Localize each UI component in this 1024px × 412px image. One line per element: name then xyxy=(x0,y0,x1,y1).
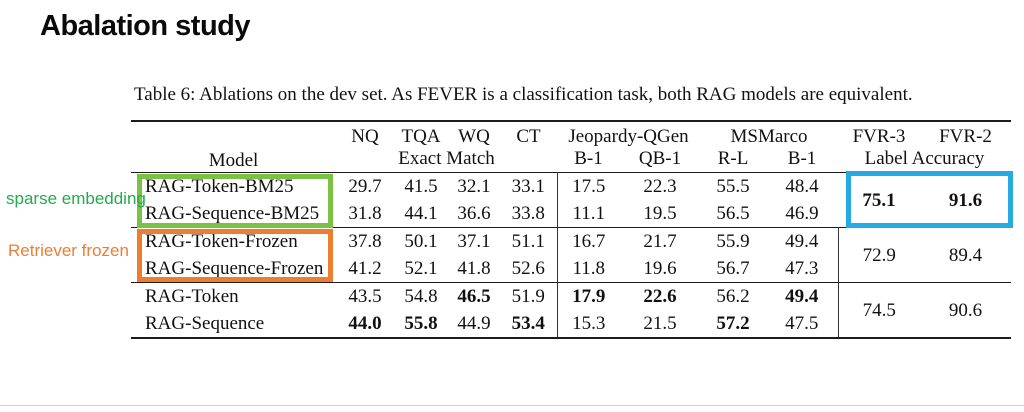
value-cell: 19.5 xyxy=(643,203,677,224)
value-cell: 21.7 xyxy=(643,231,677,252)
fever-scores-highlight-box xyxy=(846,171,1013,228)
col-subheader-exact-match: Exact Match xyxy=(398,148,495,169)
col-header-nq: NQ xyxy=(351,126,379,147)
value-cell: 47.5 xyxy=(785,313,819,334)
col-subheader-msmarco-rl: R-L xyxy=(717,148,749,169)
value-cell: 31.8 xyxy=(348,203,382,224)
value-cell: 11.8 xyxy=(556,255,620,283)
value-cell: 46.9 xyxy=(785,203,819,224)
table-row: RAG-Sequence 44.0 55.8 44.9 53.4 15.3 21.5 57.2… xyxy=(131,310,1011,338)
value-cell: 29.7 xyxy=(348,176,382,197)
table-header: Model NQ TQA WQ CT Jeopardy-QGen MSMarco… xyxy=(131,121,1012,173)
model-name-cell: RAG-Token-Frozen xyxy=(145,231,298,252)
col-subheader-label-accuracy: Label Accuracy xyxy=(864,148,985,169)
model-name-cell: RAG-Sequence-BM25 xyxy=(145,203,320,224)
table-row: RAG-Sequence-BM25 31.8 44.1 36.6 33.8 11.1 19.… xyxy=(131,200,1011,228)
value-cell: 44.9 xyxy=(457,313,491,334)
value-cell: 55.9 xyxy=(716,231,750,252)
value-cell: 47.3 xyxy=(785,258,819,279)
value-cell: 33.8 xyxy=(511,203,545,224)
fvr3-cell: 72.9 xyxy=(837,227,921,283)
value-cell: 49.4 xyxy=(785,231,819,252)
value-cell: 43.5 xyxy=(348,286,382,307)
table-row: RAG-Sequence-Frozen 41.2 52.1 41.8 52.6 11.8 1… xyxy=(131,255,1011,283)
model-name-cell: RAG-Token-BM25 xyxy=(145,176,294,197)
value-cell: 44.0 xyxy=(348,313,382,334)
value-cell: 57.2 xyxy=(716,313,750,334)
fvr2-cell: 89.4 xyxy=(948,244,983,266)
value-cell: 32.1 xyxy=(457,176,491,197)
model-name-cell: RAG-Sequence-Frozen xyxy=(145,258,324,279)
value-cell: 37.1 xyxy=(457,231,491,252)
col-subheader-msmarco-b1: B-1 xyxy=(787,148,817,169)
ablation-table: Model NQ TQA WQ CT Jeopardy-QGen MSMarco… xyxy=(131,120,1012,339)
value-cell: 17.9 xyxy=(556,282,620,310)
col-header-jeopardy-qgen: Jeopardy-QGen xyxy=(568,126,689,147)
value-cell: 56.7 xyxy=(716,258,750,279)
value-cell: 56.2 xyxy=(716,286,750,307)
value-cell: 22.6 xyxy=(643,286,677,307)
retriever-frozen-highlight-box xyxy=(137,229,333,282)
value-cell: 41.5 xyxy=(404,176,438,197)
fvr2-cell: 91.6 xyxy=(948,189,983,211)
col-header-msmarco: MSMarco xyxy=(730,126,808,147)
retriever-frozen-label: Retriever frozen xyxy=(8,241,129,260)
model-name-cell: RAG-Token xyxy=(145,286,239,307)
value-cell: 54.8 xyxy=(404,286,438,307)
table-row: RAG-Token-BM25 29.7 41.5 32.1 33.1 17.5 22.3 55… xyxy=(131,172,1011,211)
model-name-cell: RAG-Sequence xyxy=(145,313,265,334)
value-cell: 52.1 xyxy=(404,258,438,279)
value-cell: 46.5 xyxy=(457,286,491,307)
value-cell: 51.1 xyxy=(511,231,545,252)
page-title: Abalation study xyxy=(40,10,251,42)
value-cell: 41.8 xyxy=(457,258,491,279)
sparse-embedding-label: sparse embedding xyxy=(6,189,146,208)
col-subheader-jeopardy-b1: B-1 xyxy=(574,148,603,169)
value-cell: 33.1 xyxy=(511,176,545,197)
value-cell: 53.4 xyxy=(511,313,545,334)
table-row: RAG-Token-Frozen 37.8 50.1 37.1 51.1 16.7 21.7… xyxy=(131,227,1011,283)
value-cell: 55.8 xyxy=(404,313,438,334)
table-row: RAG-Token 43.5 54.8 46.5 51.9 17.9 22.6 56.2 49.… xyxy=(131,282,1011,338)
table-group-3: RAG-Token 43.5 54.8 46.5 51.9 17.9 22.6 56.2 49.… xyxy=(131,282,1011,338)
fvr3-cell: 74.5 xyxy=(837,282,921,338)
col-header-tqa: TQA xyxy=(401,126,441,147)
value-cell: 55.5 xyxy=(716,176,750,197)
col-subheader-jeopardy-qb1: QB-1 xyxy=(638,148,682,169)
slide-bottom-edge xyxy=(0,405,1024,406)
value-cell: 50.1 xyxy=(404,231,438,252)
table-group-1: RAG-Token-BM25 29.7 41.5 32.1 33.1 17.5 22.3 55… xyxy=(131,172,1012,228)
value-cell: 48.4 xyxy=(785,176,819,197)
col-header-fvr2: FVR-2 xyxy=(939,126,992,147)
value-cell: 41.2 xyxy=(348,258,382,279)
value-cell: 36.6 xyxy=(457,203,491,224)
sparse-embedding-highlight-box xyxy=(137,174,333,228)
value-cell: 49.4 xyxy=(785,286,819,307)
value-cell: 21.5 xyxy=(643,313,677,334)
value-cell: 16.7 xyxy=(556,227,620,255)
col-header-model: Model xyxy=(208,150,259,171)
value-cell: 11.1 xyxy=(556,200,620,228)
table-group-2: RAG-Token-Frozen 37.8 50.1 37.1 51.1 16.7 21.7… xyxy=(131,227,1012,283)
value-cell: 44.1 xyxy=(404,203,438,224)
table-caption: Table 6: Ablations on the dev set. As FE… xyxy=(134,84,913,105)
col-header-fvr3: FVR-3 xyxy=(852,126,906,147)
fvr3-cell: 75.1 xyxy=(862,189,896,211)
value-cell: 52.6 xyxy=(511,258,545,279)
value-cell: 51.9 xyxy=(511,286,545,307)
fvr2-cell: 90.6 xyxy=(948,299,983,321)
col-header-wq: WQ xyxy=(458,126,490,147)
value-cell: 15.3 xyxy=(556,310,620,338)
col-header-ct: CT xyxy=(516,126,541,147)
value-cell: 56.5 xyxy=(716,203,750,224)
value-cell: 19.6 xyxy=(643,258,677,279)
value-cell: 17.5 xyxy=(556,172,620,200)
value-cell: 37.8 xyxy=(348,231,382,252)
value-cell: 22.3 xyxy=(643,176,677,197)
